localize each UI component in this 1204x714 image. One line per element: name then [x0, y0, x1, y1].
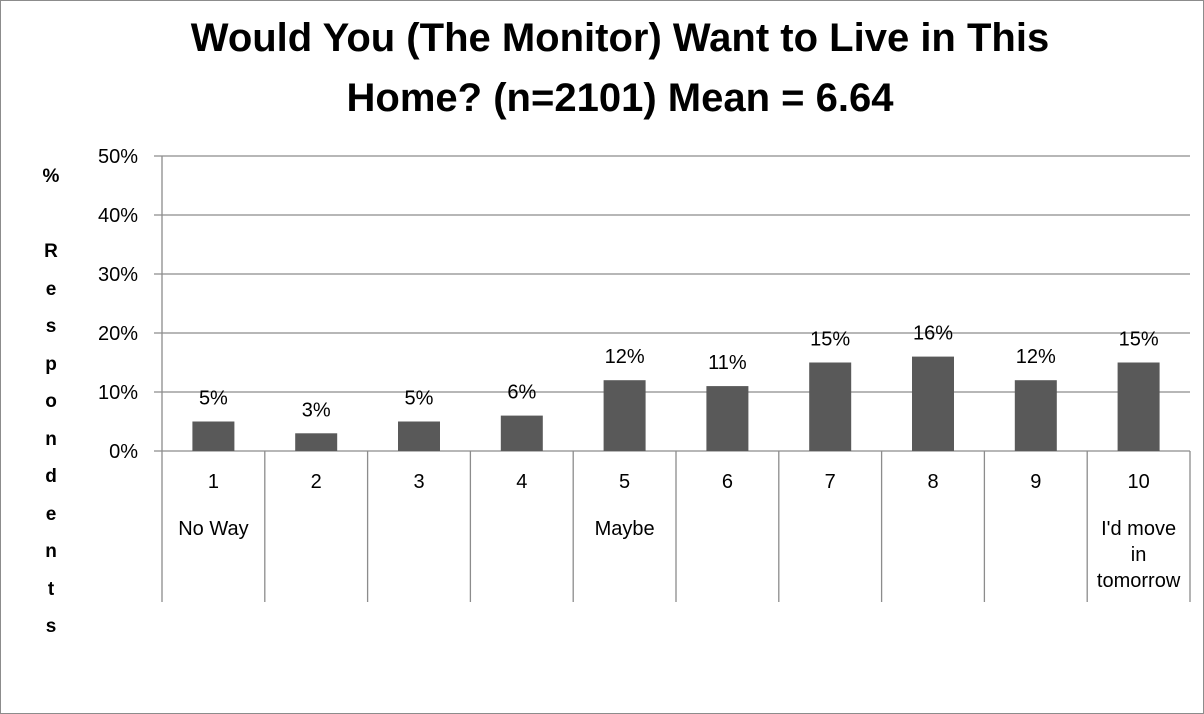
bar: [398, 421, 440, 451]
x-tick-label: 4: [516, 471, 527, 493]
y-tick-label: 30%: [98, 264, 138, 286]
category-sublabel: I'd move: [1101, 518, 1176, 540]
data-label: 6%: [507, 382, 536, 404]
chart-title-line-2: Home? (n=2101) Mean = 6.64: [346, 76, 894, 120]
data-label: 5%: [405, 388, 434, 410]
y-tick-label: 20%: [98, 323, 138, 345]
y-axis-title-char: e: [45, 278, 57, 300]
data-label: 12%: [605, 346, 645, 368]
bar: [295, 433, 338, 451]
bar: [809, 362, 852, 451]
category-sublabel: No Way: [178, 518, 248, 540]
y-axis-title-char: s: [45, 616, 57, 637]
data-label: 15%: [810, 329, 850, 351]
x-tick-label: 5: [619, 471, 630, 493]
x-tick-label: 1: [208, 471, 219, 493]
chart-title-line-1: Would You (The Monitor) Want to Live in …: [190, 16, 1050, 60]
y-axis-title: % R e s p o n d e n t s: [38, 158, 64, 646]
y-axis-title-char: n: [45, 541, 57, 562]
y-tick-label: 50%: [98, 146, 138, 168]
data-label: 11%: [708, 352, 747, 374]
bar: [1014, 380, 1057, 451]
x-tick-label: 2: [311, 471, 322, 493]
data-label: 16%: [913, 323, 953, 345]
data-label: 12%: [1016, 346, 1056, 368]
x-tick-label: 6: [722, 471, 733, 493]
chart-title: Would You (The Monitor) Want to Live in …: [120, 8, 1120, 128]
y-tick-label: 40%: [98, 205, 138, 227]
bar: [912, 356, 954, 451]
category-sublabel: in: [1131, 544, 1147, 566]
category-sublabel: tomorrow: [1097, 570, 1181, 592]
y-axis-title-char: R: [44, 241, 58, 262]
x-tick-label: 8: [927, 471, 938, 493]
y-axis-title-char: e: [45, 503, 57, 525]
y-axis-title-char: t: [47, 578, 55, 600]
x-tick-label: 9: [1030, 471, 1041, 493]
y-axis-title-char: n: [45, 428, 57, 450]
y-axis-title-char: o: [45, 391, 57, 412]
category-sublabel: Maybe: [595, 518, 655, 540]
bar: [1117, 362, 1160, 451]
y-axis-title-char: p: [45, 353, 57, 375]
y-axis-title-char: d: [45, 466, 57, 487]
y-axis-title-char: %: [42, 166, 60, 187]
bar: [192, 421, 235, 451]
data-label: 15%: [1119, 329, 1159, 351]
x-tick-label: 3: [413, 471, 424, 493]
bar: [603, 380, 646, 451]
y-tick-label: 10%: [98, 382, 138, 404]
data-label: 5%: [199, 388, 228, 410]
y-tick-label: 0%: [109, 441, 138, 463]
data-label: 3%: [302, 399, 331, 421]
x-tick-label: 10: [1127, 471, 1149, 493]
bar: [500, 415, 543, 451]
y-axis-title-char: s: [45, 316, 57, 337]
x-tick-label: 7: [825, 471, 836, 493]
bar: [706, 386, 749, 451]
